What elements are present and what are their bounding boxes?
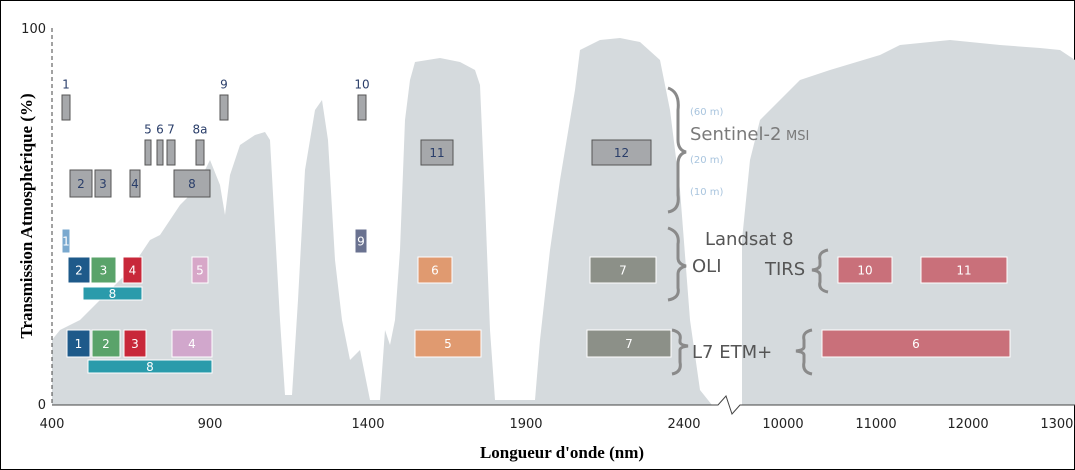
band-box [144,139,152,166]
resolution: (60 m) [690,107,724,118]
band-box [354,228,368,254]
band-box [920,256,1008,284]
band-box [171,329,213,358]
y-tick-label: 0 [38,398,46,413]
band-box [82,286,143,301]
band-box [191,256,209,284]
sensor-name: L7 ETM+ [692,342,772,363]
band-box [87,359,213,374]
band-label: 2 [77,177,85,191]
band-label: 9 [220,78,228,92]
y-axis-label: Transmission Atmosphérique (%) [17,93,36,338]
x-tick-label: 2400 [667,417,700,432]
band-label: 6 [156,123,164,137]
band-box [123,329,147,358]
band-label: 9 [357,235,365,249]
band-box [122,256,143,284]
sensor-suffix: MSI [786,129,809,144]
x-tick-label: 11000 [855,417,896,432]
x-tick-label: 13000 [1040,417,1075,432]
band-box [591,139,652,166]
band-label: 12 [614,146,629,160]
band-label: 1 [62,78,70,92]
band-label: 5 [444,337,452,351]
band-box [61,228,71,254]
band-label: 10 [354,78,369,92]
band-label: 8a [193,123,208,137]
x-tick-label: 400 [40,417,65,432]
band-label: 4 [131,177,139,191]
band-box [417,256,453,284]
band-box [357,94,367,121]
band-box [173,169,211,198]
band-label: 3 [99,177,107,191]
band-box [414,329,482,358]
band-box [420,139,454,166]
band-label: 10 [857,264,872,278]
band-box [94,169,112,198]
x-tick-label: 10000 [762,417,803,432]
band-label: 11 [429,146,444,160]
resolution: (10 m) [690,187,724,198]
band-box [195,139,205,166]
x-tick-label: 1400 [351,417,384,432]
x-axis-label: Longueur d'onde (nm) [480,443,644,462]
band-label: 4 [129,264,137,278]
resolution: (20 m) [690,155,724,166]
band-label: 3 [100,264,108,278]
sensor-name: OLI [692,256,722,277]
band-box [156,139,164,166]
band-label: 1 [62,235,70,249]
x-axis [52,395,1075,415]
band-box [69,169,93,198]
sensor-name: Sentinel-2 [690,124,781,145]
x-tick-label: 1900 [509,417,542,432]
braces [667,86,829,376]
band-label: 4 [188,337,196,351]
sensor-name: Landsat 8 [705,229,794,250]
band-label: 7 [619,264,627,278]
band-label: 11 [956,264,971,278]
band-box [90,256,117,284]
band-box [586,329,672,358]
band-box [837,256,893,284]
y-tick-label: 100 [21,22,46,37]
band-box [219,94,229,121]
band-label: 1 [75,337,83,351]
band-box [66,329,91,358]
x-tick-label: 12000 [947,417,988,432]
band-label: 7 [167,123,175,137]
band-box [821,329,1011,358]
band-label: 6 [431,264,439,278]
x-tick-label: 900 [198,417,223,432]
transmission-curve [52,38,1075,405]
band-label: 6 [912,337,920,351]
band-label: 8 [188,177,196,191]
sensor-name: TIRS [764,259,805,280]
band-label: 8 [109,287,117,301]
band-box [61,94,71,121]
band-box [67,256,91,284]
band-label: 2 [75,264,83,278]
band-label: 3 [131,337,139,351]
band-label: 7 [625,337,633,351]
band-label: 5 [196,264,204,278]
band-label: 8 [146,360,154,374]
band-box [129,169,141,198]
band-label: 5 [144,123,152,137]
band-box [166,139,176,166]
band-box [589,256,657,284]
band-box [91,329,121,358]
band-label: 2 [102,337,110,351]
